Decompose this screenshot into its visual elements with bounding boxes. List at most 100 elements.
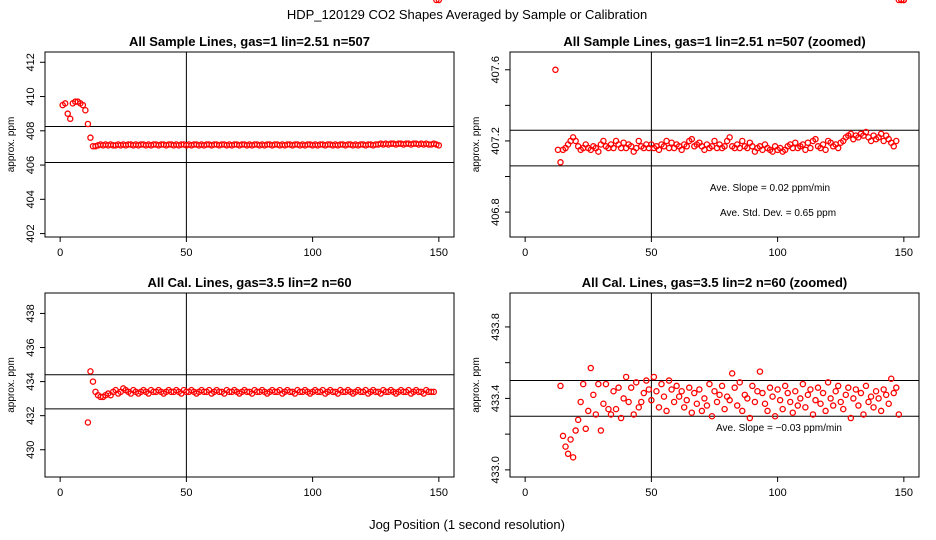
data-point xyxy=(590,391,597,399)
data-point xyxy=(66,115,74,123)
data-point xyxy=(733,402,741,409)
data-point xyxy=(668,386,675,393)
data-point xyxy=(638,398,645,406)
data-point xyxy=(680,404,688,411)
data-point xyxy=(885,400,892,408)
data-point xyxy=(703,402,711,409)
data-point xyxy=(887,375,895,382)
data-point xyxy=(807,386,814,393)
data-point xyxy=(895,0,903,4)
data-point xyxy=(87,368,94,375)
data-point xyxy=(847,414,855,422)
data-point xyxy=(82,106,89,114)
data-point xyxy=(708,413,716,420)
y-tick-label: 433.4 xyxy=(490,385,502,413)
data-point xyxy=(562,443,569,450)
x-tick-label: 150 xyxy=(895,487,913,499)
data-point xyxy=(640,389,648,397)
x-tick-label: 0 xyxy=(57,247,63,259)
data-point xyxy=(792,139,799,146)
data-point xyxy=(660,393,668,400)
data-point xyxy=(84,120,92,128)
data-point xyxy=(579,380,587,388)
data-point xyxy=(564,450,572,458)
y-axis-label: approx. ppm xyxy=(471,357,482,413)
data-point xyxy=(832,388,839,395)
x-tick-label: 100 xyxy=(303,487,321,499)
data-point xyxy=(557,382,564,390)
data-point xyxy=(607,411,615,418)
data-point xyxy=(834,382,842,390)
data-point xyxy=(834,144,842,152)
data-point xyxy=(655,404,663,411)
data-point xyxy=(875,395,882,402)
data-point xyxy=(582,425,589,433)
x-tick-label: 50 xyxy=(645,487,657,499)
data-point xyxy=(615,384,622,391)
data-point xyxy=(824,379,832,386)
data-point xyxy=(612,405,620,413)
data-point xyxy=(850,395,857,402)
y-tick-label: 404 xyxy=(25,190,37,208)
data-point xyxy=(799,380,807,388)
data-point xyxy=(625,398,632,406)
data-point xyxy=(693,400,701,408)
data-point xyxy=(428,388,435,396)
data-point xyxy=(683,143,690,150)
data-point xyxy=(898,0,905,4)
data-point xyxy=(893,384,900,391)
plot-frame xyxy=(44,51,455,238)
data-point xyxy=(435,142,443,149)
data-point xyxy=(761,400,769,408)
y-tick-label: 406.8 xyxy=(490,198,502,226)
data-point xyxy=(574,416,582,424)
data-point xyxy=(569,454,577,461)
data-point xyxy=(744,395,751,402)
data-point xyxy=(635,137,643,145)
data-point xyxy=(862,128,870,136)
y-tick-label: 402 xyxy=(25,224,37,242)
data-point xyxy=(797,395,804,402)
data-point xyxy=(678,146,685,154)
x-tick-label: 50 xyxy=(645,247,657,259)
data-point xyxy=(819,389,827,397)
data-point xyxy=(559,432,567,440)
data-point xyxy=(622,373,630,381)
data-point xyxy=(822,407,829,415)
data-point xyxy=(845,384,852,391)
y-tick-label: 430 xyxy=(25,441,37,459)
data-point xyxy=(731,384,738,391)
data-point xyxy=(617,414,625,422)
x-tick-label: 0 xyxy=(57,487,63,499)
data-point xyxy=(802,404,809,411)
data-point xyxy=(627,384,635,391)
y-tick-label: 433.8 xyxy=(490,313,502,341)
data-point xyxy=(610,388,617,395)
data-point xyxy=(779,405,786,413)
data-point xyxy=(711,388,718,395)
data-point xyxy=(827,395,834,402)
y-tick-label: 432 xyxy=(25,406,37,424)
data-point xyxy=(648,396,655,404)
x-tick-label: 0 xyxy=(522,487,528,499)
plot-frame xyxy=(509,292,920,478)
y-tick-label: 408 xyxy=(25,122,37,140)
data-point xyxy=(840,405,847,413)
data-point xyxy=(728,370,736,377)
data-point xyxy=(678,388,685,395)
figure-xlabel: Jog Position (1 second resolution) xyxy=(369,517,565,532)
data-point xyxy=(842,391,850,399)
x-tick-label: 150 xyxy=(430,247,448,259)
data-point xyxy=(870,404,877,411)
data-point xyxy=(784,389,791,397)
data-point xyxy=(577,398,584,406)
data-point xyxy=(895,411,903,418)
data-point xyxy=(882,391,890,399)
x-tick-label: 100 xyxy=(768,247,786,259)
data-point xyxy=(701,395,708,402)
data-point xyxy=(602,380,610,388)
plot-frame xyxy=(44,292,455,478)
data-point xyxy=(829,402,837,409)
y-tick-label: 436 xyxy=(25,338,37,356)
data-point xyxy=(736,379,743,386)
